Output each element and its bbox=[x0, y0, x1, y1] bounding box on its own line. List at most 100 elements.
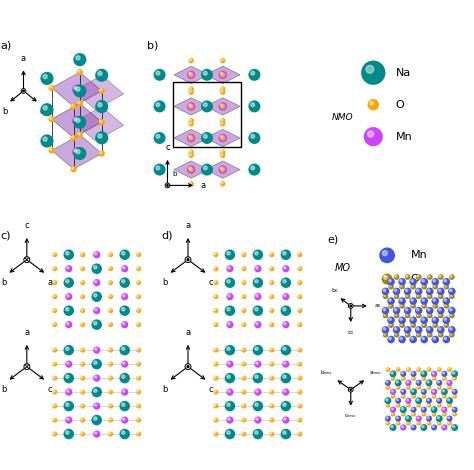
Circle shape bbox=[439, 314, 441, 316]
Circle shape bbox=[426, 398, 432, 404]
Circle shape bbox=[119, 345, 130, 355]
Circle shape bbox=[438, 404, 439, 405]
Circle shape bbox=[214, 376, 216, 378]
Circle shape bbox=[391, 408, 393, 410]
Circle shape bbox=[428, 275, 430, 277]
Circle shape bbox=[220, 135, 226, 141]
Circle shape bbox=[52, 390, 57, 395]
Circle shape bbox=[447, 385, 452, 390]
Circle shape bbox=[428, 422, 429, 423]
Circle shape bbox=[386, 417, 388, 419]
Circle shape bbox=[214, 309, 216, 311]
Circle shape bbox=[220, 135, 223, 138]
Circle shape bbox=[189, 104, 191, 107]
Circle shape bbox=[392, 395, 393, 396]
Circle shape bbox=[109, 363, 111, 364]
Circle shape bbox=[221, 182, 223, 184]
Circle shape bbox=[298, 253, 300, 255]
Circle shape bbox=[367, 99, 379, 110]
Circle shape bbox=[297, 348, 302, 352]
Circle shape bbox=[213, 431, 219, 437]
Circle shape bbox=[109, 349, 111, 350]
Circle shape bbox=[100, 120, 102, 122]
Circle shape bbox=[121, 347, 125, 350]
Circle shape bbox=[225, 401, 235, 411]
Circle shape bbox=[415, 397, 422, 404]
Circle shape bbox=[421, 376, 426, 381]
Circle shape bbox=[438, 386, 439, 387]
Circle shape bbox=[416, 421, 421, 425]
Circle shape bbox=[98, 102, 102, 107]
Circle shape bbox=[442, 412, 447, 416]
Circle shape bbox=[93, 431, 100, 438]
Circle shape bbox=[298, 391, 300, 392]
Circle shape bbox=[298, 295, 300, 297]
Circle shape bbox=[50, 149, 52, 150]
Circle shape bbox=[251, 166, 255, 170]
Circle shape bbox=[422, 318, 424, 321]
Circle shape bbox=[256, 418, 258, 420]
Circle shape bbox=[421, 389, 427, 395]
Circle shape bbox=[444, 318, 447, 321]
Circle shape bbox=[52, 431, 57, 437]
Text: c: c bbox=[209, 278, 213, 287]
Circle shape bbox=[448, 417, 450, 419]
Circle shape bbox=[298, 419, 300, 420]
Circle shape bbox=[108, 431, 113, 437]
Text: b: b bbox=[1, 278, 7, 287]
Circle shape bbox=[420, 370, 427, 377]
Circle shape bbox=[80, 390, 85, 395]
Circle shape bbox=[64, 345, 74, 355]
Circle shape bbox=[437, 416, 439, 419]
Circle shape bbox=[432, 322, 438, 328]
Circle shape bbox=[298, 281, 300, 283]
Circle shape bbox=[391, 425, 393, 428]
Circle shape bbox=[415, 326, 422, 334]
Circle shape bbox=[282, 416, 290, 423]
Circle shape bbox=[269, 404, 274, 408]
Circle shape bbox=[43, 137, 47, 141]
Circle shape bbox=[121, 293, 128, 300]
Circle shape bbox=[109, 281, 111, 283]
Circle shape bbox=[270, 281, 272, 283]
Circle shape bbox=[95, 404, 97, 406]
Circle shape bbox=[91, 359, 102, 369]
Circle shape bbox=[187, 134, 195, 142]
Circle shape bbox=[65, 403, 69, 406]
Circle shape bbox=[67, 390, 69, 392]
Text: c: c bbox=[40, 107, 45, 116]
Circle shape bbox=[108, 390, 113, 395]
Circle shape bbox=[427, 367, 431, 372]
Circle shape bbox=[76, 149, 80, 154]
Circle shape bbox=[421, 412, 426, 416]
Circle shape bbox=[411, 376, 416, 381]
Circle shape bbox=[67, 266, 69, 269]
Circle shape bbox=[91, 387, 102, 397]
Circle shape bbox=[297, 308, 302, 313]
Circle shape bbox=[137, 309, 139, 311]
Circle shape bbox=[405, 289, 408, 291]
Circle shape bbox=[74, 86, 77, 90]
Circle shape bbox=[225, 373, 235, 384]
Circle shape bbox=[298, 267, 300, 269]
Circle shape bbox=[81, 323, 83, 325]
Circle shape bbox=[412, 413, 414, 414]
Circle shape bbox=[214, 349, 216, 350]
Text: a: a bbox=[201, 181, 206, 190]
Circle shape bbox=[422, 304, 424, 306]
Circle shape bbox=[256, 322, 258, 325]
Polygon shape bbox=[174, 161, 209, 178]
Circle shape bbox=[213, 322, 219, 327]
Circle shape bbox=[50, 117, 52, 119]
Circle shape bbox=[298, 309, 300, 311]
Circle shape bbox=[93, 307, 100, 314]
Circle shape bbox=[406, 314, 408, 316]
Circle shape bbox=[48, 116, 55, 122]
Circle shape bbox=[437, 403, 442, 407]
Circle shape bbox=[221, 168, 223, 170]
Circle shape bbox=[387, 336, 395, 343]
Circle shape bbox=[411, 394, 416, 399]
Circle shape bbox=[433, 395, 434, 396]
Circle shape bbox=[426, 326, 434, 334]
Circle shape bbox=[190, 105, 191, 107]
